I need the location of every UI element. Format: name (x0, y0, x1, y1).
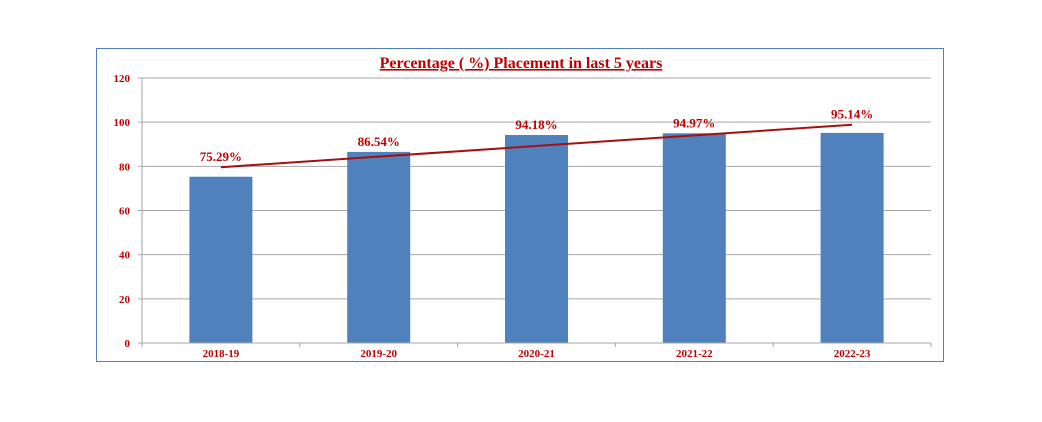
y-tick-label: 120 (114, 73, 131, 85)
chart-title: Percentage ( %) Placement in last 5 year… (380, 55, 663, 72)
y-tick-label: 0 (125, 338, 131, 350)
bar (347, 151, 411, 343)
bar (505, 135, 568, 343)
y-tick-label: 100 (114, 117, 131, 129)
trendline (220, 123, 853, 169)
bar (662, 133, 726, 343)
x-tick-label: 2018-19 (203, 348, 240, 360)
x-tick-label: 2021-22 (676, 348, 713, 360)
axes: 0 20 40 60 80 100 120 2018-19 2019-20 2020-21 2021… (114, 73, 932, 360)
data-label: 94.97% (673, 115, 715, 130)
data-labels: 75.29% 86.54% 94.18% 94.97% 95.14% (200, 107, 873, 165)
y-tick-label: 20 (119, 294, 131, 306)
data-label: 86.54% (358, 134, 400, 149)
placement-chart: Percentage ( %) Placement in last 5 year… (114, 55, 932, 360)
x-tick-label: 2020-21 (518, 348, 555, 360)
x-tick-label: 2019-20 (360, 348, 397, 360)
trendline-line (220, 123, 853, 169)
y-tick-label: 80 (119, 161, 131, 173)
x-tick-label: 2022-23 (834, 348, 871, 360)
y-tick-label: 60 (119, 206, 131, 218)
bars (189, 132, 884, 343)
data-label: 94.18% (515, 117, 557, 132)
y-tick-label: 40 (119, 250, 131, 262)
data-label: 75.29% (200, 149, 242, 164)
data-label: 95.14% (831, 107, 873, 122)
chart-frame: Percentage ( %) Placement in last 5 year… (96, 48, 944, 362)
bar (189, 176, 253, 343)
bar (820, 132, 884, 343)
